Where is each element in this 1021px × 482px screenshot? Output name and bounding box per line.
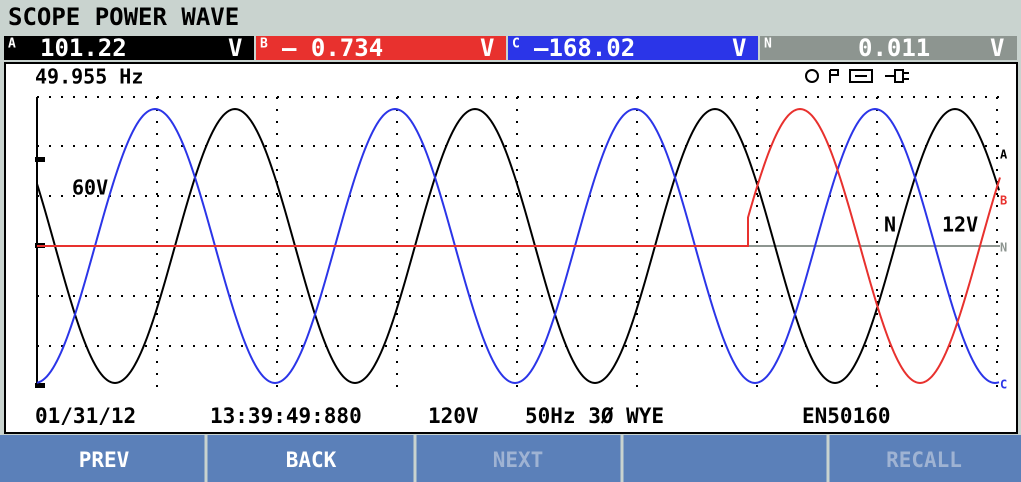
trace-label: B: [1000, 194, 1007, 208]
reading-unit: V: [228, 34, 242, 62]
phase-label: C: [512, 37, 520, 52]
trace-label: C: [1000, 378, 1007, 392]
reading-b-box: [256, 36, 506, 60]
phase-label: B: [260, 37, 268, 52]
trace-a: [36, 107, 1000, 385]
reading-value: 101.22: [40, 34, 127, 62]
standard: EN50160: [802, 404, 891, 428]
phase-label: A: [8, 37, 16, 52]
time: 13:39:49:880: [210, 404, 362, 428]
neutral-label: N: [884, 213, 896, 237]
trace-b: [37, 107, 1001, 385]
scale-left: 60V: [72, 176, 108, 200]
reading-value: –168.02: [534, 34, 635, 62]
softkey[interactable]: PREV: [79, 448, 130, 472]
status-icons: [805, 69, 909, 83]
reading-value: – 0.734: [282, 34, 383, 62]
date: 01/31/12: [35, 404, 136, 428]
softkey-disabled: NEXT: [493, 448, 544, 472]
trace-label: N: [1000, 241, 1007, 255]
nominal-voltage: 120V: [428, 404, 479, 428]
reading-a-box: [4, 36, 254, 60]
trace-label: A: [1000, 148, 1008, 162]
grid: [37, 96, 1000, 388]
reading-unit: V: [732, 34, 746, 62]
screen-title: SCOPE POWER WAVE: [8, 3, 239, 31]
softkey-bar: [0, 435, 1021, 482]
frequency: 49.955 Hz: [35, 65, 143, 89]
reading-unit: V: [990, 34, 1004, 62]
scale-right: 12V: [942, 213, 978, 237]
reading-c-box: [508, 36, 758, 60]
configuration: 50Hz 3Ø WYE: [525, 404, 664, 428]
trace-c: [36, 107, 1000, 385]
plot-area: [4, 62, 1018, 434]
reading-n-box: [760, 36, 1017, 60]
phase-label: N: [764, 37, 772, 52]
reading-value: 0.011: [858, 34, 930, 62]
reading-unit: V: [480, 34, 494, 62]
softkey[interactable]: BACK: [286, 448, 337, 472]
softkey-disabled: RECALL: [886, 448, 962, 472]
